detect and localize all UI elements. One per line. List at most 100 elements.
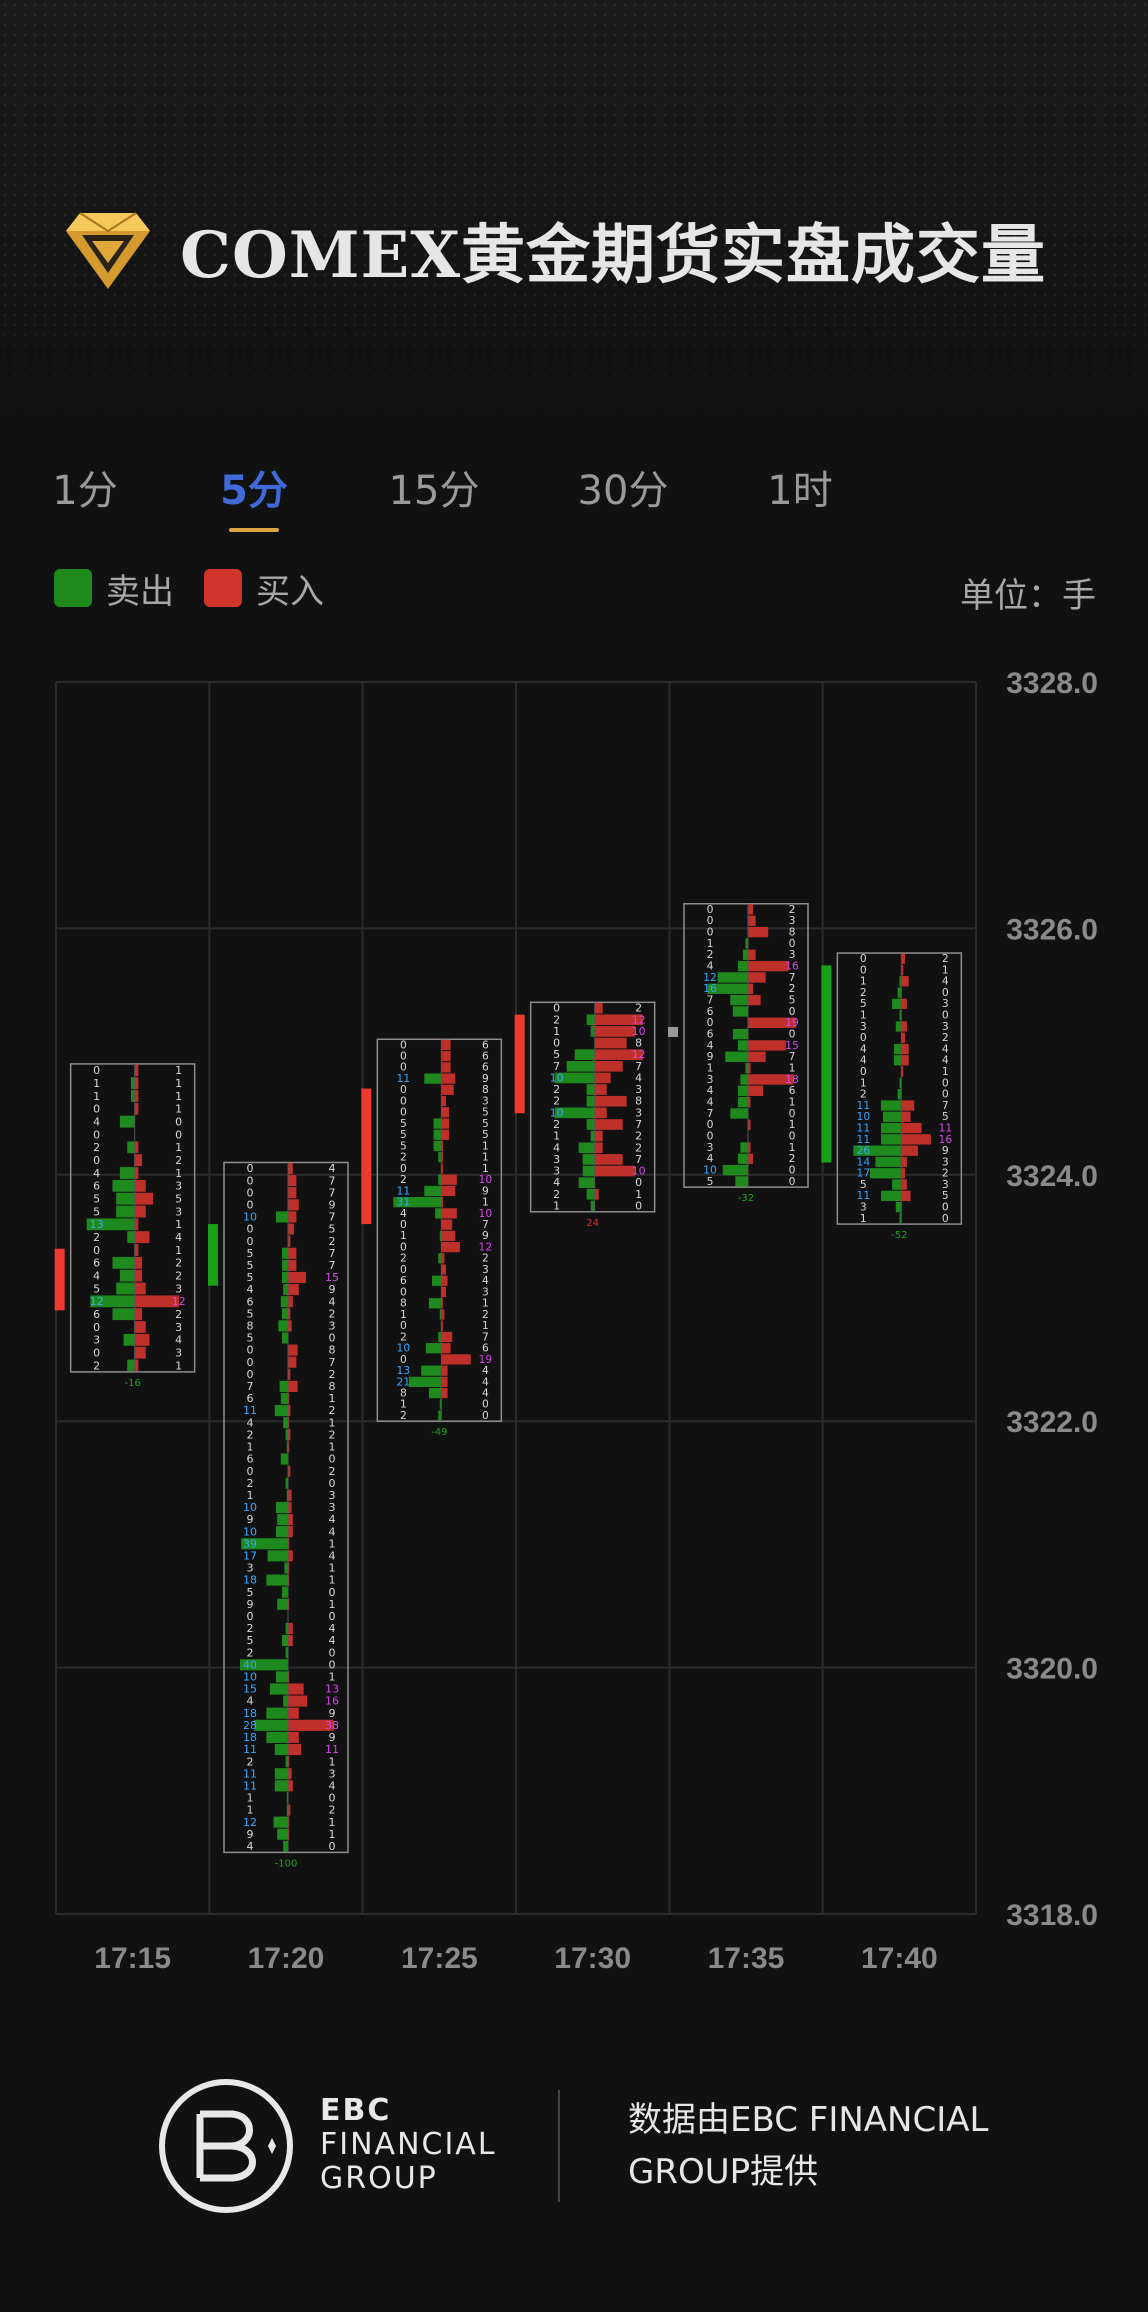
buy-volume-bar [748,1062,751,1074]
buy-volume-bar [441,1197,443,1208]
sell-volume-label: 0 [400,1263,407,1276]
buy-volume-label: 2 [175,1154,182,1167]
price-tick-label: 3328.0 [1006,667,1098,700]
buy-volume-label: 4 [329,1513,336,1526]
buy-volume-label: 1 [175,1064,182,1077]
sell-volume-label: 10 [397,1342,411,1355]
buy-volume-label: 0 [789,1130,796,1143]
time-tick-label: 17:40 [861,1942,938,1975]
buy-volume-bar [288,1489,292,1501]
sell-volume-label: 5 [247,1271,254,1284]
buy-volume-label: 3 [175,1347,182,1360]
buy-volume-bar [134,1192,154,1205]
sell-volume-label: 6 [400,1274,407,1287]
buy-volume-bar [901,1156,907,1168]
buy-volume-bar [288,1247,297,1259]
buy-volume-label: 2 [635,1002,642,1015]
sell-volume-label: 2 [553,1013,560,1026]
buy-volume-bar [288,1695,308,1707]
delta-label: -16 [124,1378,140,1389]
sell-volume-label: 0 [860,1031,867,1044]
sell-volume-label: 0 [247,1610,254,1623]
buy-volume-label: 1 [482,1196,489,1209]
tab-15min[interactable]: 15分 [388,468,480,514]
buy-volume-label: 7 [482,1218,489,1231]
sell-volume-label: 1 [553,1199,560,1212]
buy-volume-label: 0 [789,1107,796,1120]
buy-volume-bar [288,1622,293,1635]
sell-volume-bar [283,1417,288,1429]
buy-volume-label: 1 [789,1118,796,1131]
buy-volume-label: 1 [329,1574,336,1587]
sell-volume-label: 2 [553,1188,560,1201]
buy-volume-label: 3 [942,1155,949,1168]
sell-volume-label: 8 [247,1320,254,1333]
buy-volume-label: 4 [482,1375,489,1388]
sell-volume-label: 8 [400,1297,407,1310]
sell-volume-bar [439,1399,442,1410]
tab-5min[interactable]: 5分 [220,468,288,514]
tab-1hour[interactable]: 1时 [767,468,833,514]
sell-volume-bar [882,1111,902,1122]
buy-volume-bar [594,1072,611,1084]
sell-volume-label: 2 [707,948,714,961]
buy-volume-label: 8 [635,1095,642,1108]
sell-volume-label: 2 [400,1151,407,1164]
buy-volume-bar [134,1346,146,1359]
sell-volume-label: 2 [400,1252,407,1265]
buy-volume-bar [441,1208,457,1219]
sell-volume-label: 10 [703,1164,717,1177]
sell-volume-label: 1 [707,937,714,950]
buy-volume-bar [441,1230,456,1241]
sell-volume-bar [586,1095,595,1107]
buy-volume-bar [748,1017,796,1028]
sell-volume-label: 0 [247,1344,254,1357]
sell-volume-bar [425,1343,442,1354]
sell-volume-bar [86,1218,135,1231]
sell-volume-label: 10 [243,1525,257,1538]
buy-volume-label: 13 [325,1683,339,1696]
buy-volume-label: 2 [482,1308,489,1321]
buy-volume-bar [288,1768,292,1780]
sell-volume-bar [586,1188,595,1200]
brand-line-2: FINANCIAL [320,2127,497,2162]
buy-volume-bar [441,1152,443,1163]
sell-volume-label: 5 [247,1586,254,1599]
buy-volume-label: 7 [329,1186,336,1199]
buy-volume-label: 1 [329,1416,336,1429]
buy-volume-label: 0 [175,1128,182,1141]
tab-30min[interactable]: 30分 [577,468,669,514]
tab-1min[interactable]: 1分 [52,468,118,514]
buy-volume-bar [748,1096,751,1108]
sell-volume-bar [737,1153,748,1164]
sell-volume-bar [285,1647,288,1659]
unit-label: 单位：手 [960,576,1096,616]
buy-volume-bar [288,1719,334,1731]
buy-volume-bar [901,1043,909,1055]
sell-volume-label: 0 [707,903,714,916]
footprint-box [529,1001,656,1213]
sell-volume-label: 2 [247,1428,254,1441]
price-tick-label: 3318.0 [1006,1899,1098,1932]
buy-volume-label: 7 [329,1211,336,1224]
sell-volume-label: 3 [707,1073,714,1086]
buy-volume-bar [901,1168,906,1179]
sell-volume-label: 11 [857,1189,871,1202]
sell-volume-label: 0 [247,1465,254,1478]
buy-volume-label: 0 [789,937,796,950]
sell-volume-label: 28 [243,1719,257,1732]
sell-volume-label: 3 [553,1153,560,1166]
buy-volume-label: 9 [482,1072,489,1085]
sell-volume-label: 2 [400,1173,407,1186]
sell-volume-bar [274,1405,288,1417]
sell-volume-bar [274,1780,288,1792]
footprint-box [223,1161,349,1854]
sell-volume-label: 0 [93,1128,100,1141]
buy-volume-label: 3 [482,1094,489,1107]
sell-volume-bar [730,994,748,1006]
buy-volume-bar [901,1055,909,1066]
sell-volume-label: 0 [93,1154,100,1167]
buy-volume-label: 9 [329,1731,336,1744]
sell-volume-label: 0 [93,1103,100,1116]
buy-volume-label: 0 [942,1009,949,1022]
